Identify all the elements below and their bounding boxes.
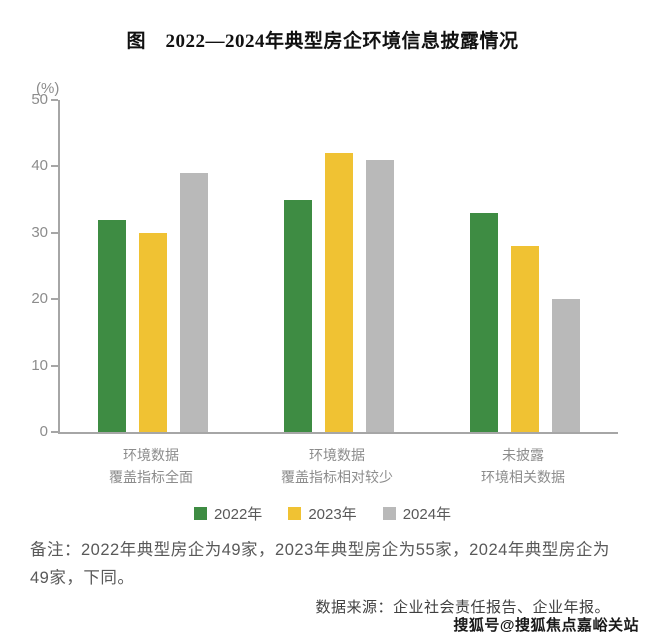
bar-2023年 bbox=[324, 153, 353, 432]
bar-2024年 bbox=[179, 173, 208, 432]
notes-text: 备注：2022年典型房企为49家，2023年典型房企为55家，2024年典型房企… bbox=[30, 541, 610, 587]
bar-2022年 bbox=[97, 219, 126, 432]
legend-swatch bbox=[288, 507, 302, 520]
y-tick-mark bbox=[51, 231, 58, 234]
bar-2024年 bbox=[551, 299, 580, 432]
bar-group bbox=[246, 153, 432, 432]
bar-2022年 bbox=[283, 199, 312, 432]
bar-groups bbox=[60, 100, 618, 432]
category-label: 环境数据 覆盖指标全面 bbox=[108, 447, 193, 485]
y-tick-mark bbox=[51, 165, 58, 168]
y-tick-label: 10 bbox=[31, 356, 48, 374]
legend-item: 2023年 bbox=[288, 503, 357, 524]
legend: 2022年 2023年 2024年 bbox=[0, 503, 645, 524]
data-source-text: 数据来源：企业社会责任报告、企业年报。 bbox=[315, 599, 610, 616]
legend-item: 2022年 bbox=[193, 503, 263, 524]
y-tick-mark bbox=[51, 298, 58, 301]
legend-label: 2023年 bbox=[308, 506, 357, 523]
legend-label: 2024年 bbox=[402, 506, 452, 523]
chart-title: 图 2022—2024年典型房企环境信息披露情况 bbox=[126, 31, 519, 52]
legend-swatch bbox=[193, 507, 207, 520]
y-tick-label: 40 bbox=[31, 157, 48, 175]
y-tick-label: 20 bbox=[31, 290, 48, 308]
y-tick-mark bbox=[51, 364, 58, 367]
legend-label: 2022年 bbox=[213, 506, 263, 523]
y-tick-label: 30 bbox=[31, 223, 48, 241]
bar-group bbox=[432, 212, 618, 432]
y-tick-label: 50 bbox=[31, 91, 48, 108]
y-axis-unit-label: (%) bbox=[36, 80, 60, 97]
legend-item: 2024年 bbox=[382, 503, 452, 524]
bar-group bbox=[60, 173, 246, 432]
x-category-labels: 环境数据 覆盖指标全面 环境数据 覆盖指标相对较少 未披露 环境相关数据 bbox=[58, 444, 616, 488]
y-tick-label: 0 bbox=[39, 423, 48, 440]
y-tick-mark bbox=[51, 99, 58, 101]
category-label: 未披露 环境相关数据 bbox=[480, 447, 565, 485]
legend-swatch bbox=[382, 507, 396, 520]
bar-2024年 bbox=[365, 159, 394, 432]
bar-2023年 bbox=[510, 246, 539, 432]
watermark-text: 搜狐号@搜狐焦点嘉峪关站 bbox=[453, 617, 639, 634]
y-tick-mark bbox=[51, 431, 58, 433]
category-label: 环境数据 覆盖指标相对较少 bbox=[280, 447, 393, 485]
bar-2022年 bbox=[469, 212, 498, 432]
bar-2023年 bbox=[138, 232, 167, 432]
plot-area: 0 10 20 30 40 50 bbox=[31, 91, 618, 440]
